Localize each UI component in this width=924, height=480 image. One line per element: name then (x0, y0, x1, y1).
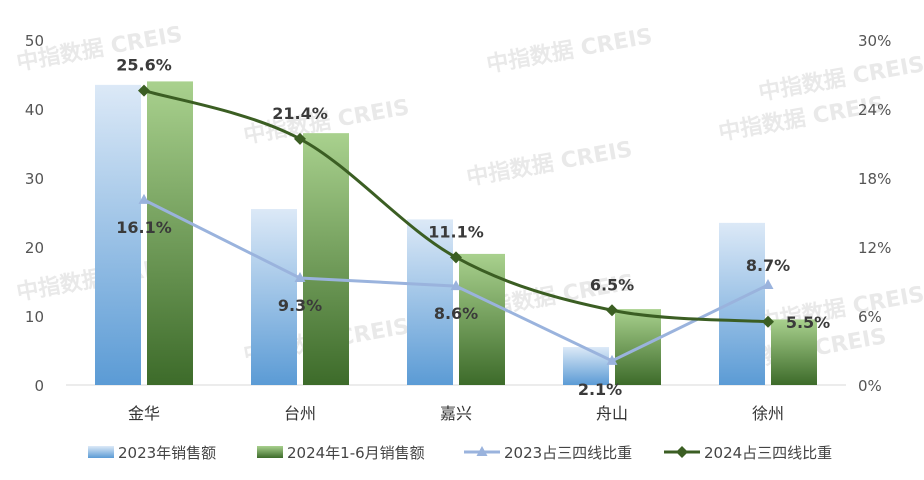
data-labels: 16.1% 9.3% 8.6% 2.1% 8.7% 25.6% 21.4% 11.1% 6.5%… (116, 56, 830, 399)
y-right-tick-label: 18% (858, 170, 891, 188)
y-left-tick-label: 40 (25, 101, 44, 119)
svg-text:2023年销售额: 2023年销售额 (118, 444, 216, 462)
bar-s0-3 (563, 347, 609, 385)
category-label: 金华 (128, 404, 160, 423)
label-2023-share: 8.6% (434, 304, 478, 323)
svg-text:2023占三四线比重: 2023占三四线比重 (504, 444, 632, 462)
label-2024-share: 5.5% (786, 313, 830, 332)
y-left-tick-label: 30 (25, 170, 44, 188)
y-left-tick-label: 10 (25, 308, 44, 326)
label-2024-share: 11.1% (428, 222, 484, 241)
y-right-tick-label: 24% (858, 101, 891, 119)
watermark-1: 中指数据 CREIS (485, 23, 655, 78)
marker-2023-0 (138, 193, 150, 204)
watermark-9: 中指数据 CREIS (757, 51, 924, 106)
svg-text:2024占三四线比重: 2024占三四线比重 (704, 444, 832, 462)
category-label: 舟山 (596, 404, 628, 423)
bar-s1-4 (771, 319, 817, 385)
marker-2024-4 (762, 315, 774, 328)
label-2023-share: 2.1% (578, 380, 622, 399)
marker-2024-1 (294, 132, 306, 145)
category-label: 台州 (284, 404, 316, 423)
category-label: 嘉兴 (440, 404, 472, 423)
marker-2024-3 (606, 304, 618, 317)
label-2024-share: 21.4% (272, 104, 328, 123)
legend: 2023年销售额 2024年1-6月销售额 2023占三四线比重 2024占三四线比重 (88, 444, 832, 462)
axes: 0 10 20 30 40 50 0% 6% 12% 18% 24% 30% 金华 台州 嘉兴 舟山 徐州 (25, 32, 891, 423)
legend-item-2023-sales: 2023年销售额 (88, 444, 216, 462)
legend-item-2023-share: 2023占三四线比重 (464, 444, 632, 462)
marker-2023-4 (762, 278, 774, 289)
marker-2023-3 (606, 354, 618, 365)
marker-2023-1 (294, 272, 306, 283)
marker-2024-0 (138, 84, 150, 97)
category-label: 徐州 (752, 404, 784, 423)
y-right-tick-label: 30% (858, 32, 891, 50)
label-2024-share: 25.6% (116, 56, 172, 75)
label-2023-share: 9.3% (278, 296, 322, 315)
legend-item-2024-sales: 2024年1-6月销售额 (257, 444, 425, 462)
bar-s0-1 (251, 209, 297, 385)
label-2024-share: 6.5% (590, 275, 634, 294)
bar-s1-0 (147, 81, 193, 386)
legend-item-2024-share: 2024占三四线比重 (664, 444, 832, 462)
bar-s0-2 (407, 219, 453, 385)
bar-s1-1 (303, 133, 349, 385)
bar-s0-0 (95, 84, 141, 385)
y-left-tick-label: 0 (34, 377, 44, 395)
watermark-3: 中指数据 CREIS (465, 136, 635, 191)
y-left-tick-label: 50 (25, 32, 44, 50)
marker-2023-2 (450, 280, 462, 291)
lines (138, 84, 774, 365)
svg-text:2024年1-6月销售额: 2024年1-6月销售额 (287, 444, 425, 462)
label-2023-share: 16.1% (116, 218, 172, 237)
y-right-tick-label: 0% (858, 377, 882, 395)
y-left-tick-label: 20 (25, 239, 44, 257)
y-right-tick-label: 12% (858, 239, 891, 257)
label-2023-share: 8.7% (746, 256, 790, 275)
y-right-tick-label: 6% (858, 308, 882, 326)
marker-2024-2 (450, 251, 462, 264)
